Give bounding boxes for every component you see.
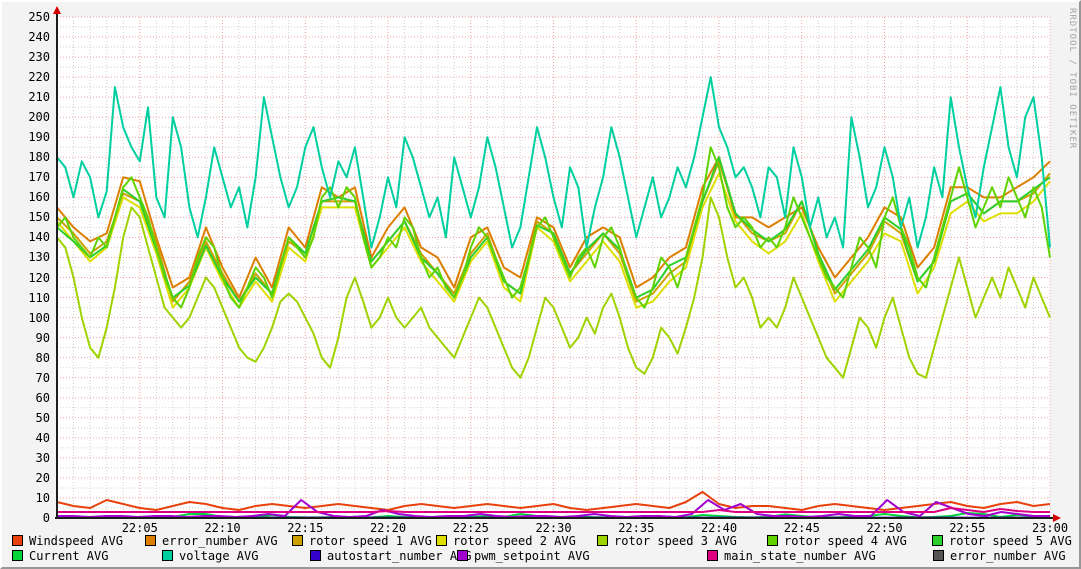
y-axis-label: 10 (35, 490, 50, 505)
legend-swatch-icon (707, 550, 718, 561)
legend-label: autostart_number AVG (327, 549, 472, 563)
legend-swatch-icon (436, 535, 447, 546)
x-axis-label: 22:25 (452, 521, 489, 535)
legend-item: autostart_number AVG (310, 550, 472, 563)
series-line (56, 490, 1051, 511)
legend-item: Windspeed AVG (12, 535, 123, 548)
legend-swatch-icon (12, 535, 23, 546)
x-axis-label: 22:40 (700, 521, 738, 535)
legend-label: rotor speed 3 AVG (614, 534, 737, 548)
legend-swatch-icon (145, 535, 156, 546)
legend-swatch-icon (12, 550, 23, 561)
x-axis-label: 22:50 (866, 521, 903, 535)
legend-label: rotor speed 2 AVG (453, 534, 576, 548)
y-axis-label: 190 (28, 130, 50, 145)
y-axis-label: 160 (28, 190, 50, 205)
legend-label: error_number AVG (162, 534, 278, 548)
legend-item: voltage AVG (162, 550, 258, 563)
legend-label: error_number AVG (950, 549, 1066, 563)
legend-label: Current AVG (29, 549, 109, 563)
legend-item: rotor speed 5 AVG (932, 535, 1072, 548)
y-axis-label: 140 (28, 230, 50, 245)
legend-item: main_state_number AVG (707, 550, 876, 563)
legend-item: error_number AVG (145, 535, 278, 548)
y-axis-label: 70 (35, 370, 50, 385)
y-axis-label: 170 (28, 170, 50, 185)
y-axis-label: 240 (28, 30, 50, 45)
series-line (56, 172, 1051, 309)
y-axis-label: 0 (42, 511, 50, 525)
legend-swatch-icon (457, 550, 468, 561)
y-axis-label: 130 (28, 250, 50, 265)
y-axis-label: 90 (35, 330, 50, 345)
legend-swatch-icon (933, 550, 944, 561)
legend-label: voltage AVG (179, 549, 259, 563)
y-axis-label: 180 (28, 150, 50, 165)
legend-item: pwm_setpoint AVG (457, 550, 590, 563)
x-axis-label: 22:10 (204, 521, 241, 535)
legend-label: rotor speed 1 AVG (309, 534, 432, 548)
legend-item: rotor speed 4 AVG (767, 535, 907, 548)
y-axis-label: 50 (35, 410, 50, 425)
series-line (57, 499, 1050, 518)
legend-item: error_number AVG (933, 550, 1066, 563)
legend-item: Current AVG (12, 550, 108, 563)
y-axis-label: 250 (28, 10, 50, 24)
y-axis-label: 60 (35, 390, 50, 405)
legend-label: rotor speed 5 AVG (949, 534, 1072, 548)
y-axis-arrow (53, 6, 61, 14)
y-axis-label: 230 (28, 50, 50, 65)
x-axis-label: 22:55 (949, 521, 986, 535)
y-axis-label: 220 (28, 70, 50, 85)
legend-swatch-icon (310, 550, 321, 561)
legend-label: main_state_number AVG (724, 549, 876, 563)
x-axis-arrow (1053, 514, 1061, 522)
legend-swatch-icon (162, 550, 173, 561)
x-axis-label: 22:30 (535, 521, 572, 535)
x-axis-label: 22:20 (369, 521, 407, 535)
y-axis-label: 150 (28, 210, 50, 225)
series-line (57, 507, 1050, 513)
legend-swatch-icon (597, 535, 608, 546)
legend-item: rotor speed 1 AVG (292, 535, 432, 548)
x-axis-label: 22:05 (121, 521, 158, 535)
x-axis-label: 22:45 (783, 521, 820, 535)
legend-item: rotor speed 3 AVG (597, 535, 737, 548)
legend-label: pwm_setpoint AVG (474, 549, 590, 563)
watermark: RRDTOOL / TOBI OETIKER (1067, 8, 1077, 150)
y-axis-label: 200 (28, 110, 50, 125)
y-axis-label: 210 (28, 90, 50, 105)
y-axis-label: 100 (28, 310, 50, 325)
series-line (56, 146, 1051, 309)
y-axis-label: 20 (35, 470, 50, 485)
x-axis-label: 22:35 (618, 521, 655, 535)
y-axis-label: 120 (28, 270, 50, 285)
legend-swatch-icon (932, 535, 943, 546)
y-axis-label: 40 (35, 430, 50, 445)
series-line (56, 196, 1051, 379)
legend-label: Windspeed AVG (29, 534, 123, 548)
y-axis-label: 80 (35, 350, 50, 365)
y-axis-label: 110 (28, 290, 50, 305)
legend-item: rotor speed 2 AVG (436, 535, 576, 548)
series-line (56, 76, 1051, 249)
y-axis-label: 30 (35, 450, 50, 465)
x-axis-label: 23:00 (1031, 521, 1069, 535)
legend-swatch-icon (767, 535, 778, 546)
x-axis-label: 22:15 (287, 521, 324, 535)
legend-label: rotor speed 4 AVG (784, 534, 907, 548)
legend-swatch-icon (292, 535, 303, 546)
series-line (56, 156, 1051, 299)
